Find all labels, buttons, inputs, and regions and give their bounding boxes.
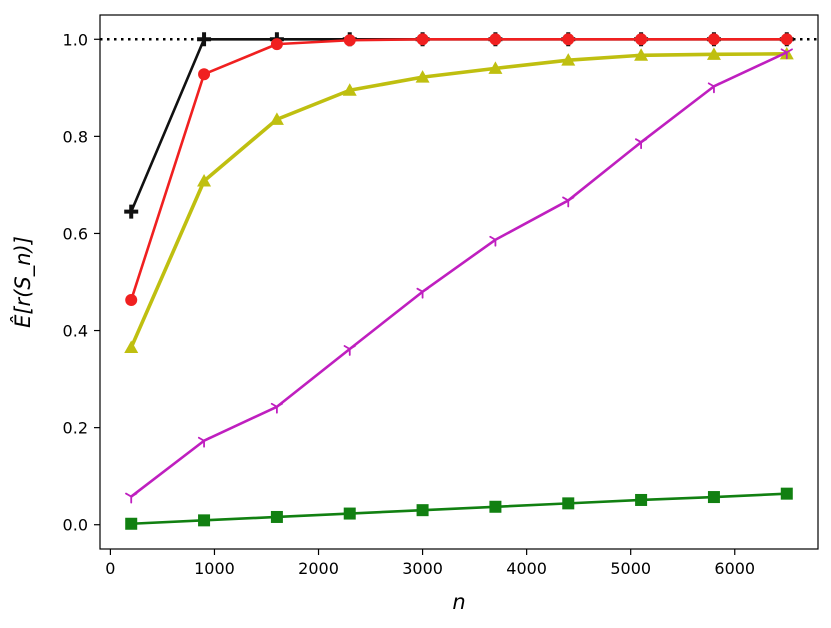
data-point bbox=[488, 61, 503, 74]
y-tick-label: 0.6 bbox=[63, 224, 88, 243]
series-2 bbox=[125, 33, 793, 306]
data-point bbox=[270, 510, 283, 523]
data-point bbox=[634, 48, 649, 61]
y-tick-label: 0.2 bbox=[63, 419, 88, 438]
data-point bbox=[197, 436, 211, 448]
data-point bbox=[780, 48, 793, 60]
y-tick-label: 0.0 bbox=[63, 516, 88, 535]
data-point bbox=[707, 82, 721, 94]
data-point bbox=[270, 402, 284, 414]
data-point bbox=[415, 70, 430, 83]
series-group bbox=[100, 32, 818, 530]
data-point bbox=[635, 33, 648, 46]
data-point bbox=[197, 32, 212, 47]
x-tick-label: 6000 bbox=[714, 559, 755, 578]
axes: 0 1000 2000 3000 4000 5000 6000 0.0 0.2 0.4 0.6 0.8… bbox=[63, 14, 819, 578]
plot-area bbox=[100, 32, 818, 530]
data-point bbox=[562, 33, 575, 46]
data-point bbox=[197, 174, 212, 187]
series-1 bbox=[124, 32, 794, 219]
data-point bbox=[416, 504, 429, 517]
data-point bbox=[342, 83, 357, 96]
data-point bbox=[198, 68, 211, 81]
data-point bbox=[416, 287, 429, 299]
plot-frame bbox=[99, 14, 819, 550]
data-point bbox=[125, 517, 138, 530]
series-line bbox=[131, 492, 787, 526]
data-point bbox=[198, 514, 211, 527]
data-point bbox=[269, 112, 284, 125]
data-point bbox=[416, 33, 429, 46]
data-point bbox=[125, 492, 138, 504]
data-point bbox=[125, 293, 138, 306]
y-tick-label: 0.4 bbox=[63, 322, 88, 341]
data-point bbox=[124, 340, 139, 354]
series-4 bbox=[125, 48, 793, 504]
data-point bbox=[343, 345, 356, 356]
series-line bbox=[130, 51, 788, 498]
data-point bbox=[489, 33, 502, 46]
data-point bbox=[561, 53, 576, 66]
data-point bbox=[562, 497, 575, 510]
y-axis-label: Ê[r(S_n)] bbox=[10, 236, 36, 328]
series-line bbox=[129, 37, 787, 301]
data-point bbox=[124, 204, 139, 219]
x-tick-label: 4000 bbox=[506, 559, 547, 578]
data-point bbox=[780, 487, 793, 500]
x-tick-label: 1000 bbox=[194, 559, 235, 578]
y-tick-label: 0.8 bbox=[63, 127, 88, 146]
series-line bbox=[129, 52, 787, 349]
series-3 bbox=[124, 46, 794, 354]
data-point bbox=[343, 507, 356, 520]
x-axis-label: n bbox=[452, 590, 465, 614]
series-5 bbox=[125, 487, 793, 530]
data-point bbox=[780, 33, 793, 46]
x-tick-label: 0 bbox=[105, 559, 115, 578]
data-point bbox=[634, 138, 648, 150]
data-point bbox=[489, 500, 502, 513]
x-tick-label: 2000 bbox=[298, 559, 339, 578]
y-tick-label: 1.0 bbox=[63, 30, 88, 49]
data-point bbox=[343, 34, 356, 47]
data-point bbox=[707, 491, 720, 504]
data-point bbox=[489, 235, 502, 247]
data-point bbox=[707, 33, 720, 46]
series-line bbox=[130, 37, 787, 213]
data-point bbox=[562, 196, 575, 208]
data-point bbox=[270, 38, 283, 51]
data-point bbox=[706, 47, 721, 60]
x-tick-label: 3000 bbox=[402, 559, 443, 578]
x-tick-label: 5000 bbox=[610, 559, 651, 578]
data-point bbox=[635, 493, 648, 506]
